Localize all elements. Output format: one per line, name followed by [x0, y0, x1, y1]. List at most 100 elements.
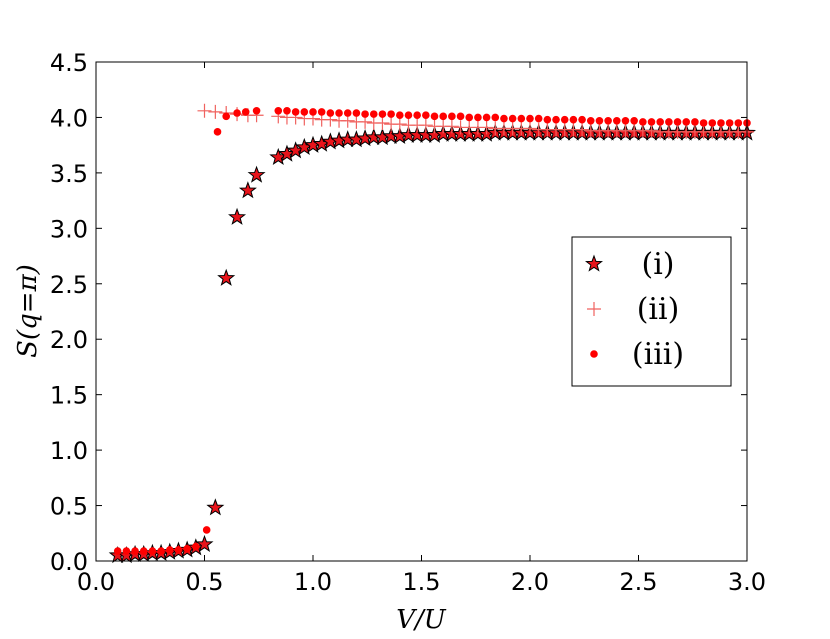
data-point — [444, 119, 459, 134]
data-point — [560, 115, 569, 124]
data-point — [422, 111, 430, 120]
data-point — [195, 534, 214, 553]
data-point — [174, 546, 183, 554]
data-point — [665, 118, 673, 126]
data-point — [252, 106, 261, 115]
data-point — [717, 119, 725, 127]
data-point — [378, 110, 387, 118]
legend-marker-1 — [587, 302, 601, 316]
x-tick-label: 0.5 — [185, 568, 223, 596]
data-point — [456, 112, 465, 121]
data-point — [575, 122, 590, 137]
data-point — [274, 106, 283, 115]
y-tick-label: 3.0 — [50, 215, 88, 243]
data-point — [644, 123, 659, 138]
y-tick-label: 0.5 — [50, 493, 88, 521]
legend-marker-0 — [584, 254, 604, 272]
data-point — [241, 108, 250, 116]
data-point — [500, 114, 508, 123]
series-2 — [113, 106, 751, 555]
data-point — [578, 115, 586, 124]
data-point — [474, 113, 482, 122]
y-tick-label: 4.5 — [50, 49, 88, 77]
data-point — [139, 547, 148, 555]
data-point — [213, 128, 222, 136]
data-point — [439, 112, 448, 121]
x-axis-label: V/U — [396, 605, 447, 635]
data-point — [309, 108, 317, 116]
data-point — [222, 112, 230, 121]
y-tick-label: 4.0 — [50, 104, 88, 132]
y-tick-label: 2.0 — [50, 326, 88, 354]
data-point — [586, 116, 595, 125]
data-point — [208, 104, 223, 119]
data-point — [682, 118, 691, 126]
y-tick-label: 1.5 — [50, 382, 88, 410]
data-point — [396, 111, 404, 120]
legend-marker-2 — [590, 350, 598, 358]
data-point — [508, 114, 517, 123]
x-tick-label: 2.0 — [511, 568, 549, 596]
data-point — [131, 547, 139, 555]
x-tick-label: 1.5 — [402, 568, 440, 596]
data-point — [708, 119, 717, 127]
series-1 — [197, 103, 754, 139]
data-point — [197, 103, 212, 118]
data-marks — [108, 103, 757, 564]
axis-ticks: 0.0 0.5 1.0 1.5 2.0 2.5 3.0 0.0 0.5 1.0 1.5 2.0 2.5 3… — [50, 49, 766, 596]
data-point — [734, 119, 743, 127]
legend-label-0: (i) — [641, 247, 674, 282]
data-point — [479, 120, 494, 135]
data-point — [639, 118, 647, 126]
data-point — [157, 547, 165, 555]
data-point — [335, 109, 343, 117]
x-tick-label: 0.0 — [77, 568, 115, 596]
data-point — [192, 542, 200, 551]
legend-label-1: (ii) — [637, 292, 680, 327]
data-point — [595, 116, 604, 125]
data-point — [202, 526, 211, 534]
plot-frame — [95, 61, 748, 562]
data-point — [604, 116, 612, 125]
data-point — [291, 108, 300, 116]
data-point — [534, 114, 543, 123]
data-point — [523, 121, 537, 136]
data-point — [430, 112, 439, 121]
data-point — [217, 268, 236, 286]
data-point — [387, 110, 395, 118]
data-point — [543, 115, 552, 124]
y-tick-label: 1.0 — [50, 437, 88, 465]
data-point — [673, 118, 682, 126]
data-point — [165, 546, 174, 554]
data-point — [317, 108, 326, 116]
data-point — [361, 110, 369, 118]
data-point — [526, 114, 534, 123]
data-point — [228, 207, 247, 225]
y-tick-label: 0.0 — [50, 548, 88, 576]
data-point — [122, 547, 131, 555]
data-point — [482, 113, 491, 122]
legend-label-2: (iii) — [632, 337, 684, 372]
data-point — [326, 109, 335, 117]
data-point — [418, 118, 433, 133]
data-point — [352, 109, 361, 117]
data-point — [238, 181, 257, 199]
data-point — [613, 116, 621, 125]
data-point — [448, 112, 456, 121]
data-point — [630, 116, 638, 125]
data-point — [404, 111, 413, 120]
data-point — [283, 106, 291, 115]
data-point — [517, 114, 526, 123]
data-point — [300, 108, 309, 116]
data-point — [206, 498, 225, 516]
data-point — [621, 116, 630, 125]
data-point — [392, 117, 407, 132]
data-point — [247, 165, 266, 183]
data-point — [183, 545, 191, 553]
data-point — [656, 118, 664, 126]
data-point — [491, 113, 500, 122]
data-point — [569, 115, 578, 124]
data-point — [465, 113, 474, 122]
data-point — [233, 109, 241, 117]
